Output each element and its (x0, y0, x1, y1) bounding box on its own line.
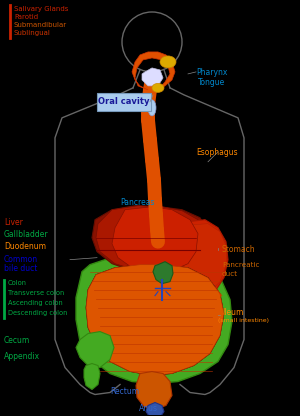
Polygon shape (168, 224, 227, 297)
Polygon shape (136, 371, 172, 409)
Text: Rectum: Rectum (110, 386, 139, 396)
Polygon shape (76, 258, 232, 384)
Text: Cecum: Cecum (4, 336, 30, 344)
Polygon shape (112, 207, 198, 272)
Text: Pharynx: Pharynx (196, 68, 227, 77)
Polygon shape (86, 265, 224, 376)
Ellipse shape (148, 100, 156, 116)
FancyBboxPatch shape (97, 93, 151, 111)
Text: Anus: Anus (139, 404, 158, 414)
Polygon shape (92, 206, 208, 275)
Polygon shape (86, 265, 224, 376)
Text: Tongue: Tongue (198, 78, 225, 87)
Text: Salivary Glands: Salivary Glands (14, 6, 68, 12)
Ellipse shape (160, 56, 176, 68)
Text: duct: duct (222, 271, 238, 277)
Text: Pancreas: Pancreas (120, 198, 154, 207)
Polygon shape (132, 52, 175, 90)
Polygon shape (146, 403, 164, 416)
Text: Common: Common (4, 255, 38, 264)
Polygon shape (142, 68, 163, 86)
Text: Pancreatic: Pancreatic (222, 262, 260, 267)
Text: Oral cavity: Oral cavity (98, 97, 150, 106)
Text: (small intestine): (small intestine) (218, 317, 269, 322)
Text: Liver: Liver (4, 218, 23, 227)
Text: Sublingual: Sublingual (14, 30, 51, 36)
Text: Parotid: Parotid (14, 14, 38, 20)
Text: Esophagus: Esophagus (196, 148, 238, 157)
Text: Ileum: Ileum (222, 307, 243, 317)
Ellipse shape (152, 83, 164, 92)
Text: Appendix: Appendix (4, 352, 40, 361)
Text: Gallbladder: Gallbladder (4, 230, 49, 239)
Polygon shape (164, 220, 228, 302)
Polygon shape (96, 206, 206, 274)
Text: Descending colon: Descending colon (8, 310, 68, 316)
Polygon shape (120, 272, 222, 302)
Polygon shape (84, 364, 100, 389)
Text: Duodenum: Duodenum (4, 242, 46, 251)
Text: Submandibular: Submandibular (14, 22, 67, 28)
Text: Stomach: Stomach (222, 245, 256, 254)
Text: Transverse colon: Transverse colon (8, 290, 64, 296)
Text: bile duct: bile duct (4, 264, 38, 272)
Polygon shape (153, 262, 173, 284)
Text: Ascending colon: Ascending colon (8, 300, 63, 306)
Polygon shape (76, 332, 114, 367)
Text: Colon: Colon (8, 280, 27, 286)
